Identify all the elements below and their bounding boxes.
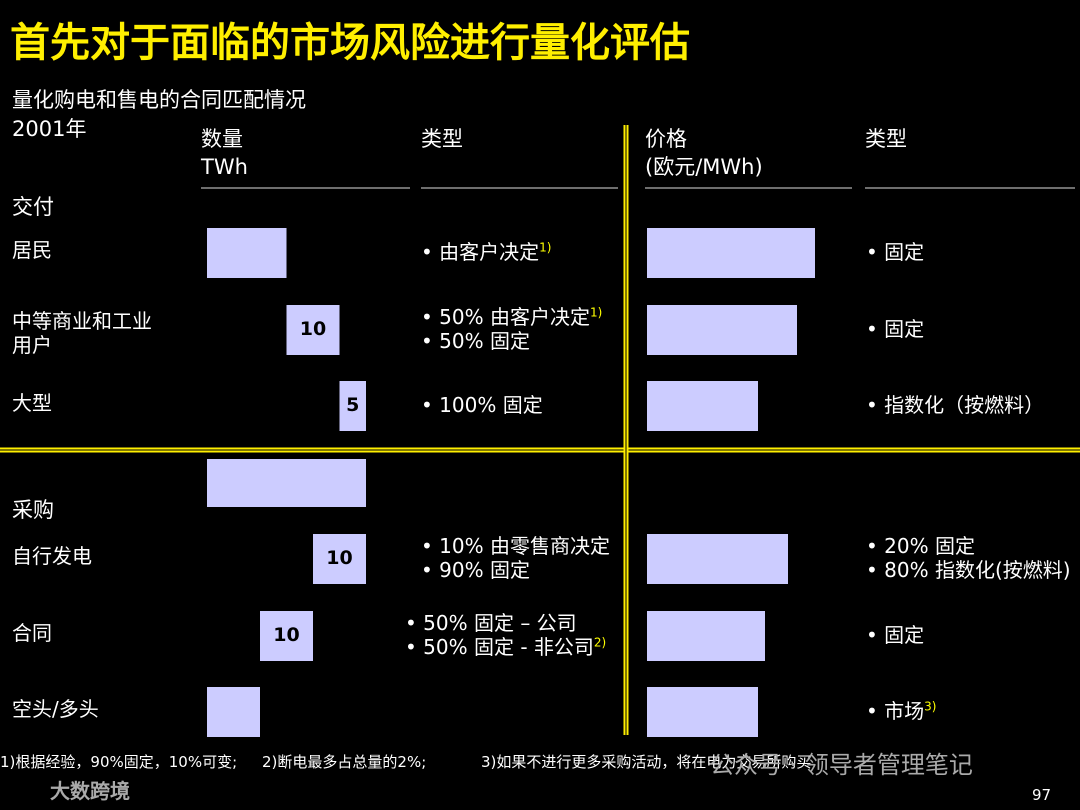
type-text: • 20% 固定	[866, 534, 975, 558]
footnote-ref: 3)	[924, 699, 937, 714]
header: TWh	[201, 155, 248, 179]
price-bar	[647, 534, 788, 584]
type-text: • 50% 固定 – 公司	[405, 611, 577, 635]
row-label: 大型	[12, 391, 52, 415]
quantity-bar	[207, 459, 366, 507]
type-text: • 固定	[866, 240, 925, 264]
price-bar	[647, 381, 758, 431]
price-bar	[647, 687, 758, 737]
header: 类型	[421, 127, 463, 151]
type-text: • 固定	[866, 623, 925, 647]
logo: 大数跨境	[50, 779, 130, 803]
type-text: • 固定	[866, 317, 925, 341]
row-label: 用户	[12, 333, 52, 357]
row-label: 空头/多头	[12, 697, 99, 721]
section-label: 采购	[12, 498, 54, 522]
type-text: • 50% 固定	[421, 329, 530, 353]
type-text: • 50% 固定 - 非公司2)	[405, 635, 607, 659]
price-bars	[647, 228, 815, 737]
price-bar	[647, 611, 765, 661]
header: 数量	[201, 127, 243, 151]
quantity-bar	[260, 611, 313, 661]
row-label: 居民	[12, 238, 52, 262]
quantity-bar	[313, 534, 366, 584]
quantity-bar	[207, 687, 260, 737]
header: 价格	[645, 127, 687, 151]
row-label: 中等商业和工业	[12, 309, 152, 333]
quantity-bar	[286, 305, 340, 355]
bar-label: 10	[273, 624, 300, 646]
footnote-ref: 1)	[539, 240, 552, 255]
type-text: • 50% 由客户决定1)	[421, 305, 603, 329]
quantity-bar	[207, 228, 287, 278]
footnote-ref: 1)	[589, 305, 603, 320]
watermark: 公众号 · 领导者管理笔记	[710, 751, 973, 779]
footnote: 1)根据经验，90%固定，10%可变;	[0, 753, 238, 771]
bar-label: 10	[299, 318, 327, 340]
header: (欧元/MWh)	[645, 155, 763, 179]
page-number: 97	[1032, 786, 1052, 804]
quantity-bar	[339, 381, 366, 431]
type-text: • 由客户决定1)	[421, 240, 552, 264]
type-text: • 90% 固定	[421, 558, 530, 582]
section-label: 交付	[12, 195, 54, 219]
footnote: 2)断电最多占总量的2%;	[262, 753, 427, 771]
title: 首先对于面临的市场风险进行量化评估	[10, 20, 690, 66]
price-bar	[647, 228, 815, 278]
row-label: 自行发电	[12, 544, 92, 568]
type-text: • 市场3)	[866, 699, 937, 723]
type-text: • 80% 指数化(按燃料)	[866, 558, 1071, 582]
subtitle: 量化购电和售电的合同匹配情况	[12, 88, 306, 112]
bar-label: 5	[346, 394, 360, 416]
type-text: • 100% 固定	[421, 393, 543, 417]
footnote-ref: 2)	[593, 635, 607, 650]
footnote: 3)如果不进行更多采购活动，将在电力交易所购买	[481, 753, 812, 771]
type-text: • 指数化（按燃料）	[866, 393, 1045, 417]
header: 类型	[865, 127, 907, 151]
bar-label: 10	[326, 547, 353, 569]
year: 2001年	[12, 117, 87, 141]
type-text: • 10% 由零售商决定	[421, 534, 610, 558]
price-bar	[647, 305, 797, 355]
row-label: 合同	[12, 621, 52, 645]
